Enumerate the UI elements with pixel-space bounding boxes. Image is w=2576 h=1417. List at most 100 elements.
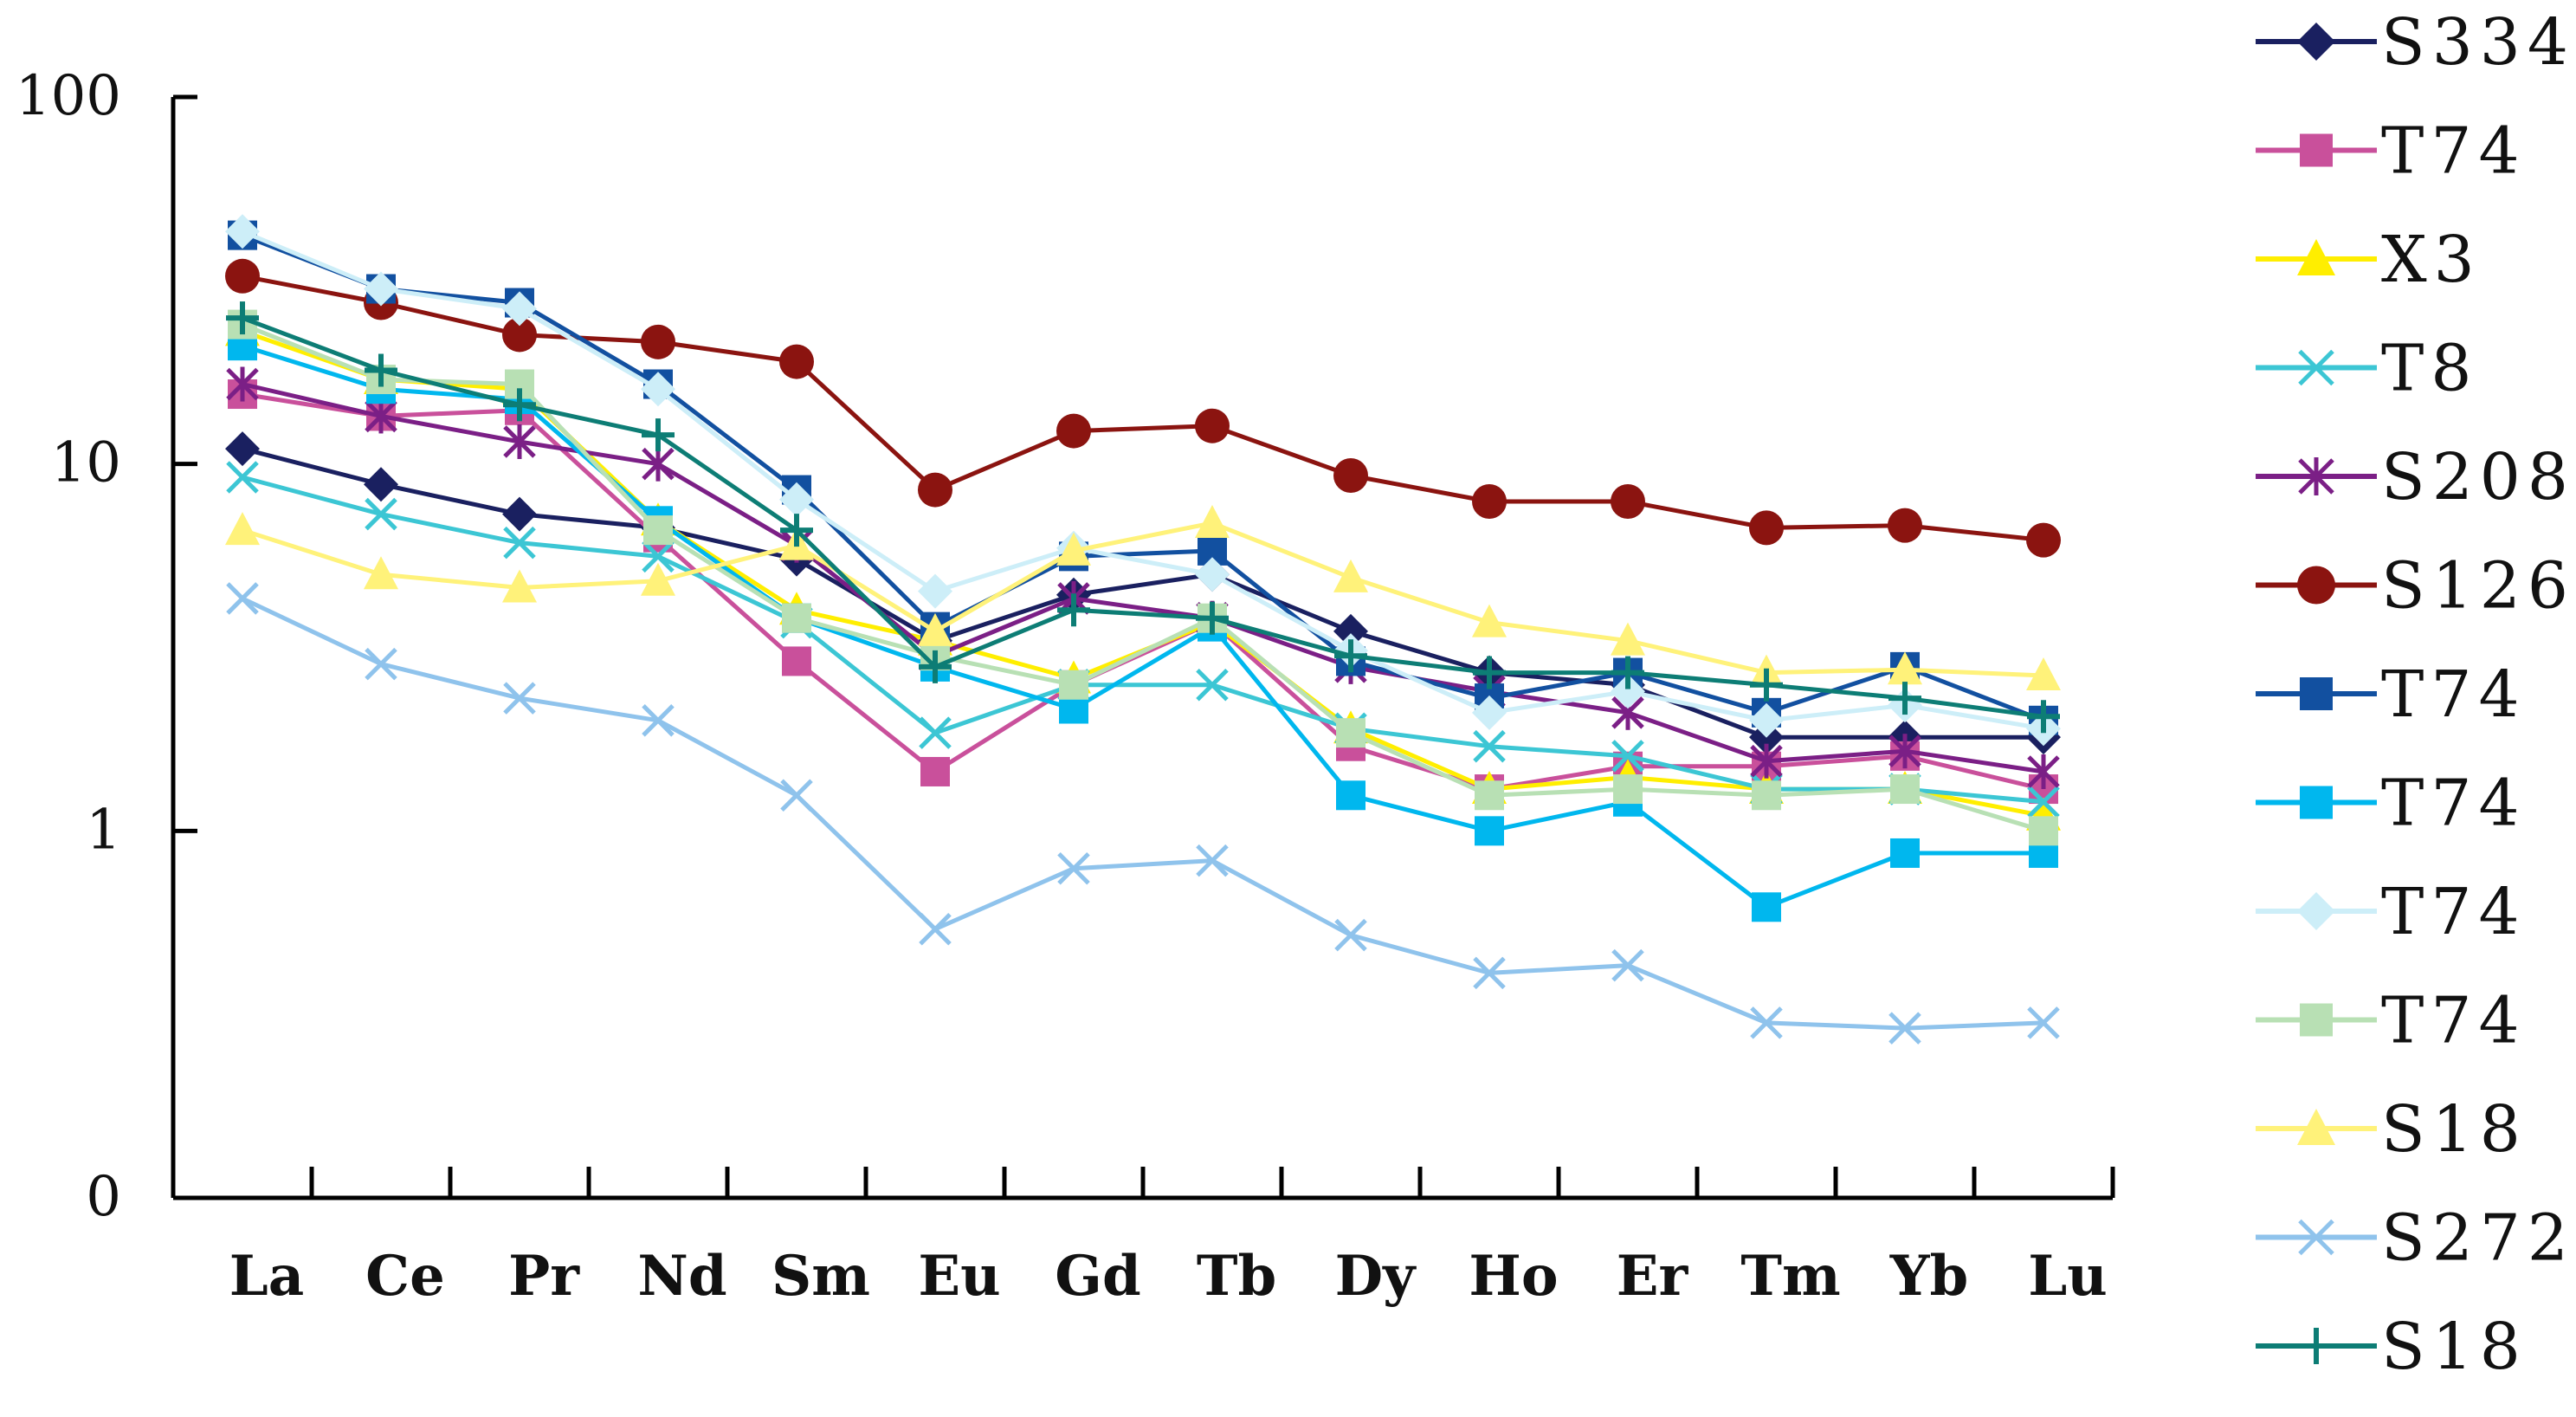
legend-label: T74 — [2381, 875, 2527, 949]
x-tick-label-gd: Gd — [1055, 1244, 1140, 1309]
series-line — [242, 475, 2044, 805]
data-point — [780, 514, 813, 547]
legend-item-1: S334 — [2256, 5, 2575, 80]
legend-marker — [2298, 1219, 2334, 1256]
legend-marker — [2298, 349, 2334, 386]
data-point — [1752, 780, 1781, 811]
data-point — [2027, 754, 2060, 789]
data-point — [1334, 639, 1367, 673]
legend-item-3: X3 — [2256, 223, 2482, 297]
axes: 0 1 10 100 La Ce Pr Nd Sm Eu Gd Tb Dy Ho Er Tm Yb Lu — [16, 64, 2115, 1309]
data-point — [226, 366, 259, 402]
x-tick-label-yb: Yb — [1889, 1244, 1968, 1309]
y-tick-label: 10 — [51, 431, 121, 495]
series-13-s18 — [226, 301, 2060, 734]
data-point — [919, 716, 952, 749]
data-point — [1334, 918, 1367, 952]
data-point — [502, 291, 537, 327]
data-point — [365, 398, 397, 434]
data-point — [1749, 702, 1784, 738]
legend-item-2: T74 — [2256, 114, 2527, 189]
legend-marker — [2298, 457, 2334, 495]
data-point — [1195, 557, 1230, 592]
data-point — [503, 388, 536, 422]
data-point — [502, 496, 537, 532]
legend-label: T8 — [2381, 332, 2478, 406]
legend-item-9: T74 — [2256, 875, 2527, 949]
series-line — [242, 233, 2044, 723]
data-point — [226, 582, 259, 615]
x-tick-label-er: Er — [1617, 1244, 1689, 1309]
data-point — [1750, 1006, 1783, 1039]
legend-item-11: S18 — [2256, 1092, 2521, 1167]
legend-item-12: S272 — [2256, 1201, 2575, 1276]
data-point — [1752, 892, 1781, 922]
data-point — [1611, 656, 1644, 689]
legend-item-10: T74 — [2256, 984, 2520, 1058]
legend-item-5: S208 — [2256, 440, 2575, 514]
legend-label: X3 — [2381, 223, 2482, 297]
series-12-s272 — [226, 582, 2060, 1045]
legend-label: S18 — [2381, 1310, 2528, 1384]
legend-label: T74 — [2381, 114, 2527, 189]
series-lines — [225, 214, 2061, 1045]
data-point — [1890, 774, 1920, 805]
data-point — [782, 603, 811, 633]
legend-marker — [2297, 566, 2335, 605]
series-line — [242, 521, 2044, 678]
series-2-t74 — [228, 379, 2058, 805]
data-point — [1888, 682, 1921, 715]
legend-label: S272 — [2381, 1201, 2575, 1276]
data-point — [642, 446, 675, 482]
data-point — [226, 301, 259, 335]
legend-label: T74 — [2381, 767, 2527, 841]
data-point — [1750, 668, 1783, 702]
x-tick-label-pr: Pr — [508, 1244, 580, 1309]
data-point — [641, 372, 675, 407]
data-point — [2029, 816, 2058, 846]
data-point — [1888, 734, 1921, 769]
data-point — [1333, 458, 1368, 494]
data-point — [642, 540, 675, 573]
x-tick-label-ce: Ce — [365, 1244, 445, 1309]
data-point — [1888, 1012, 1921, 1045]
data-point — [1473, 956, 1506, 990]
data-point — [920, 756, 950, 786]
data-point — [779, 482, 814, 517]
data-point — [1059, 670, 1088, 700]
data-point — [1611, 622, 1645, 656]
x-tick-label-tb: Tb — [1197, 1244, 1276, 1309]
data-point — [1611, 674, 1645, 709]
legend: S334 T74 X3 T8 S208 S126 T74 T74 T74 T74 S18 S272 S1… — [2256, 5, 2575, 1384]
legend-marker — [2300, 677, 2333, 710]
data-point — [1473, 656, 1506, 689]
data-point — [1613, 774, 1643, 805]
data-point — [1611, 948, 1644, 982]
legend-marker — [2297, 23, 2335, 61]
data-point — [1056, 532, 1091, 566]
legend-item-4: T8 — [2256, 332, 2478, 406]
data-point — [1196, 668, 1229, 702]
legend-marker — [2300, 133, 2333, 167]
data-point — [1333, 559, 1368, 592]
x-tick-label-eu: Eu — [918, 1244, 1000, 1309]
y-tick-label: 0 — [86, 1165, 121, 1229]
legend-marker — [2297, 1109, 2335, 1145]
data-point — [2026, 522, 2061, 558]
x-tick-label-sm: Sm — [772, 1244, 870, 1309]
data-point — [365, 497, 397, 531]
legend-label: S208 — [2381, 440, 2575, 514]
data-point — [1196, 601, 1229, 635]
data-point — [225, 431, 260, 467]
data-point — [919, 650, 952, 683]
legend-item-13: S18 — [2256, 1310, 2528, 1384]
legend-marker — [2297, 892, 2335, 930]
data-point — [1195, 504, 1230, 538]
legend-label: S334 — [2381, 5, 2575, 80]
data-point — [1472, 604, 1507, 637]
data-point — [642, 704, 675, 737]
data-point — [1888, 508, 1922, 543]
data-point — [780, 779, 813, 812]
data-point — [503, 424, 536, 459]
y-tick-label: 100 — [16, 64, 121, 128]
